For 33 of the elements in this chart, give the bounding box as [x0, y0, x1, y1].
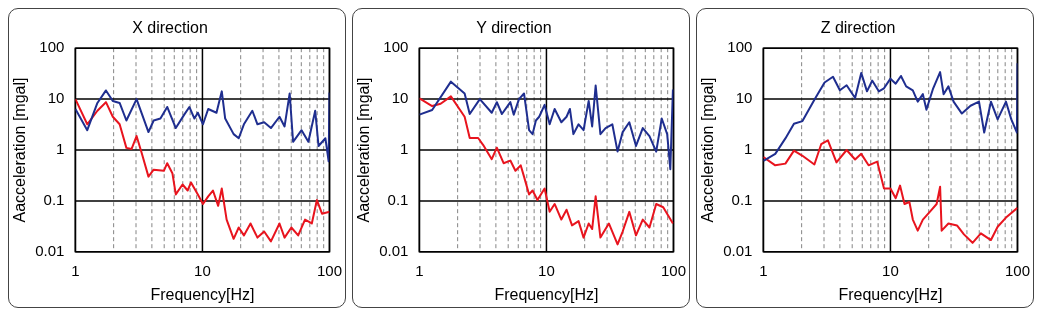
y-tick-label: 0.01	[379, 241, 409, 259]
y-tick-label: 0.01	[35, 241, 65, 259]
y-tick-label: 0.1	[43, 191, 65, 209]
x-tick-label: 10	[882, 261, 899, 279]
y-tick-label: 1	[744, 140, 753, 158]
x-tick-label: 10	[538, 261, 555, 279]
y-tick-label: 10	[47, 89, 65, 107]
y-tick-label: 10	[735, 89, 753, 107]
y-tick-label: 100	[727, 38, 753, 56]
x-tick-label: 10	[194, 261, 211, 279]
x-axis-title: Frequency[Hz]	[150, 285, 255, 303]
chart-title: Y direction	[476, 19, 552, 37]
y-tick-label: 0.1	[387, 191, 409, 209]
x-axis-title: Frequency[Hz]	[838, 285, 943, 303]
x-tick-label: 100	[1004, 261, 1030, 279]
y-tick-label: 1	[400, 140, 409, 158]
chart-title: Z direction	[820, 19, 896, 37]
x-axis-title: Frequency[Hz]	[494, 285, 599, 303]
y-tick-label: 0.1	[731, 191, 753, 209]
x-tick-label: 100	[316, 261, 342, 279]
x-tick-label: 100	[660, 261, 686, 279]
y-tick-label: 100	[39, 38, 65, 56]
y-tick-label: 0.01	[723, 241, 753, 259]
x-tick-label: 1	[415, 261, 424, 279]
y-tick-label: 1	[56, 140, 65, 158]
x-tick-label: 1	[759, 261, 768, 279]
y-axis-title: Aacceleration [mgal]	[699, 77, 717, 223]
y-axis-title: Aacceleration [mgal]	[11, 77, 29, 223]
chart-title: X direction	[132, 19, 208, 37]
x-tick-label: 1	[71, 261, 80, 279]
y-tick-label: 100	[383, 38, 409, 56]
y-tick-label: 10	[391, 89, 409, 107]
y-axis-title: Aacceleration [mgal]	[355, 77, 373, 223]
